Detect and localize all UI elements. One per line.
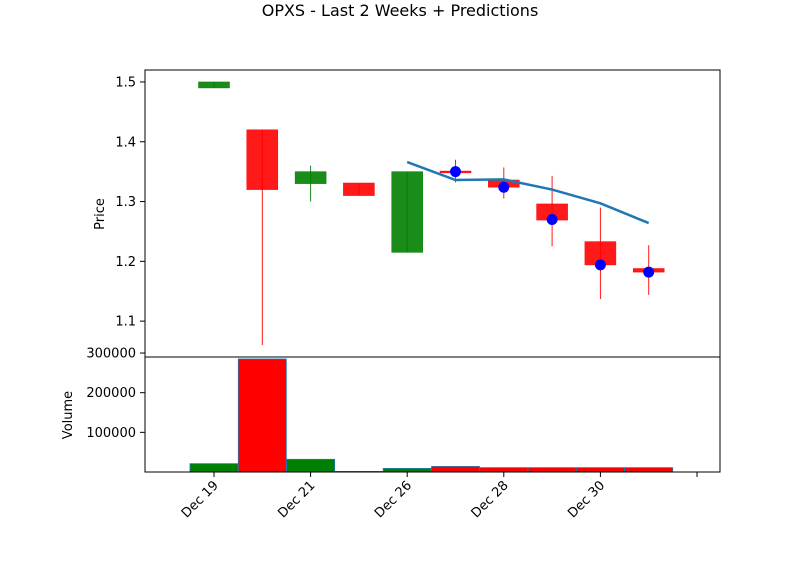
price-plot-frame	[144, 69, 721, 358]
volume-bar	[576, 467, 625, 473]
price-axis-label: Price	[93, 198, 108, 230]
price-ytick-label: 1.5	[115, 75, 136, 90]
volume-panel: 100000 200000 300000 Dec 19 Dec 21 Dec 26 Dec…	[61, 347, 721, 521]
volume-bar	[624, 467, 674, 473]
candle-body	[343, 182, 375, 196]
price-ytick-label: 1.3	[115, 195, 136, 210]
x-tick-label: Dec 21	[275, 478, 318, 521]
volume-bar	[479, 467, 529, 473]
price-ytick-label: 1.2	[115, 255, 136, 270]
candle-body	[391, 171, 423, 253]
volume-bar	[382, 468, 432, 473]
price-panel: 1.1 1.2 1.3 1.4 1.5 Price	[93, 69, 721, 358]
prediction-marker	[450, 166, 461, 178]
volume-bar	[189, 463, 239, 473]
x-tick-label: Dec 28	[469, 478, 512, 521]
prediction-marker	[498, 181, 510, 193]
candle-body	[294, 171, 327, 184]
candle-body	[246, 129, 279, 190]
volume-bar	[237, 358, 287, 473]
prediction-marker	[594, 259, 606, 271]
x-tick-label: Dec 30	[565, 478, 608, 521]
volume-axis-label: Volume	[61, 391, 76, 439]
chart-title: OPXS - Last 2 Weeks + Predictions	[262, 1, 539, 20]
volume-ytick-label: 300000	[86, 347, 136, 362]
volume-ytick-label: 200000	[86, 386, 136, 401]
volume-plot-frame	[144, 356, 721, 473]
x-tick-label: Dec 19	[179, 478, 222, 521]
volume-bar	[431, 466, 480, 473]
prediction-marker	[546, 213, 558, 225]
candle-body	[198, 81, 230, 89]
prediction-line	[406, 160, 650, 225]
price-ytick-label: 1.1	[115, 315, 136, 330]
volume-bar	[527, 467, 577, 473]
price-ytick-label: 1.4	[115, 135, 136, 150]
volume-ytick-label: 100000	[86, 426, 136, 441]
volume-bar	[286, 458, 336, 473]
x-tick-label: Dec 26	[372, 478, 415, 521]
prediction-marker	[643, 266, 655, 278]
